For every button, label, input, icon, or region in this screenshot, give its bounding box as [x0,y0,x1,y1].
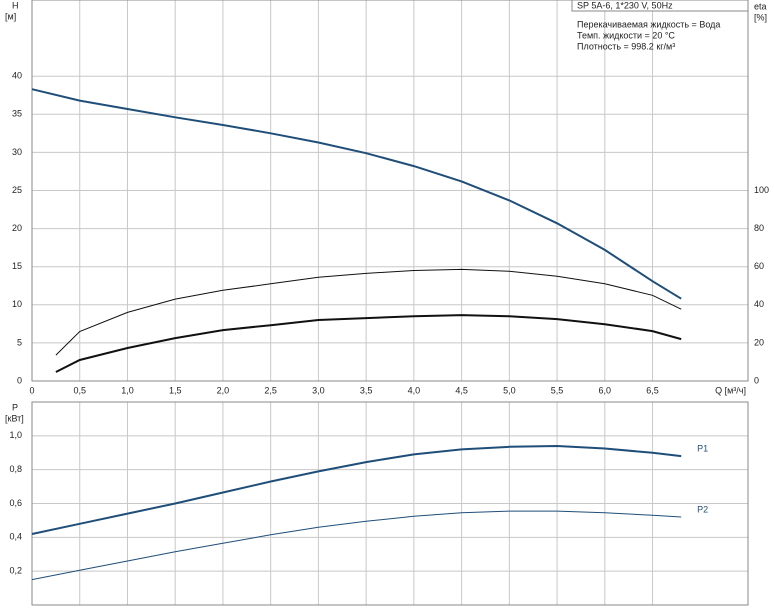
y-tick-label: 0,4 [9,532,22,542]
info-line: SP 5A-6, 1*230 V, 50Hz [577,0,673,10]
x-tick-label: 4,0 [408,385,421,395]
y-tick-label: 0,6 [9,498,22,508]
x-tick-label: 5,5 [551,385,564,395]
y-tick-label: 40 [12,71,22,81]
y-tick-label: 0 [17,375,22,385]
y2-tick-label: 100 [754,185,769,195]
y-axis-label: P [12,402,18,412]
y2-axis-label: eta [754,1,767,11]
x-tick-label: 6,5 [646,385,659,395]
plot-frame [31,401,749,606]
y-tick-label: 5 [17,337,22,347]
x-tick-label: 2,5 [264,385,277,395]
x-tick-label: 1,0 [121,385,134,395]
plot-frame [31,0,749,382]
curve [55,314,682,373]
curve [31,510,682,581]
x-tick-label: 0,5 [73,385,86,395]
y-axis-unit: [м] [5,11,16,21]
y2-tick-label: 40 [754,299,764,309]
series-label: P1 [697,444,708,454]
x-tick-label: 3,0 [312,385,325,395]
y-tick-label: 0,8 [9,464,22,474]
y-axis-label: H [12,0,19,10]
series-label: P2 [697,504,708,514]
curve [31,444,682,535]
y-tick-label: 30 [12,147,22,157]
info-line: Плотность = 998.2 кг/м³ [577,41,675,51]
x-tick-label: 0 [29,385,34,395]
x-axis-label: Q [м³/ч] [715,385,746,395]
curve [55,268,682,356]
y-tick-label: 20 [12,223,22,233]
y2-axis-unit: [%] [754,12,767,22]
info-line: Перекачиваемая жидкость = Вода [577,19,720,29]
x-tick-label: 1,5 [169,385,182,395]
x-tick-label: 6,0 [599,385,612,395]
x-tick-label: 5,0 [503,385,516,395]
y2-tick-label: 60 [754,261,764,271]
y-tick-label: 10 [12,299,22,309]
y-tick-label: 1,0 [9,430,22,440]
y-tick-label: 15 [12,261,22,271]
y-tick-label: 0,2 [9,566,22,576]
y-axis-unit: [кВт] [5,413,24,423]
y-tick-label: 25 [12,185,22,195]
y2-tick-label: 20 [754,337,764,347]
x-tick-label: 2,0 [217,385,230,395]
y2-tick-label: 0 [754,375,759,385]
info-box [571,0,749,12]
y-tick-label: 35 [12,109,22,119]
info-line: Темп. жидкости = 20 °C [577,30,675,40]
x-tick-label: 3,5 [360,385,373,395]
x-tick-label: 4,5 [455,385,468,395]
curve [31,88,682,300]
y2-tick-label: 80 [754,223,764,233]
